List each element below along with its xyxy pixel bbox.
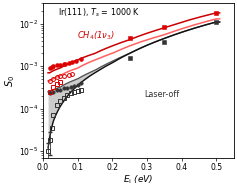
Y-axis label: $S_0$: $S_0$ xyxy=(4,75,17,87)
X-axis label: $E_{\rm i}$ (eV): $E_{\rm i}$ (eV) xyxy=(123,173,153,186)
Text: Laser-off: Laser-off xyxy=(144,90,179,99)
Text: Ir(111), $T_s$ = 1000 K: Ir(111), $T_s$ = 1000 K xyxy=(58,7,141,19)
Text: CH$_4$(1$\nu_3$): CH$_4$(1$\nu_3$) xyxy=(77,30,115,42)
